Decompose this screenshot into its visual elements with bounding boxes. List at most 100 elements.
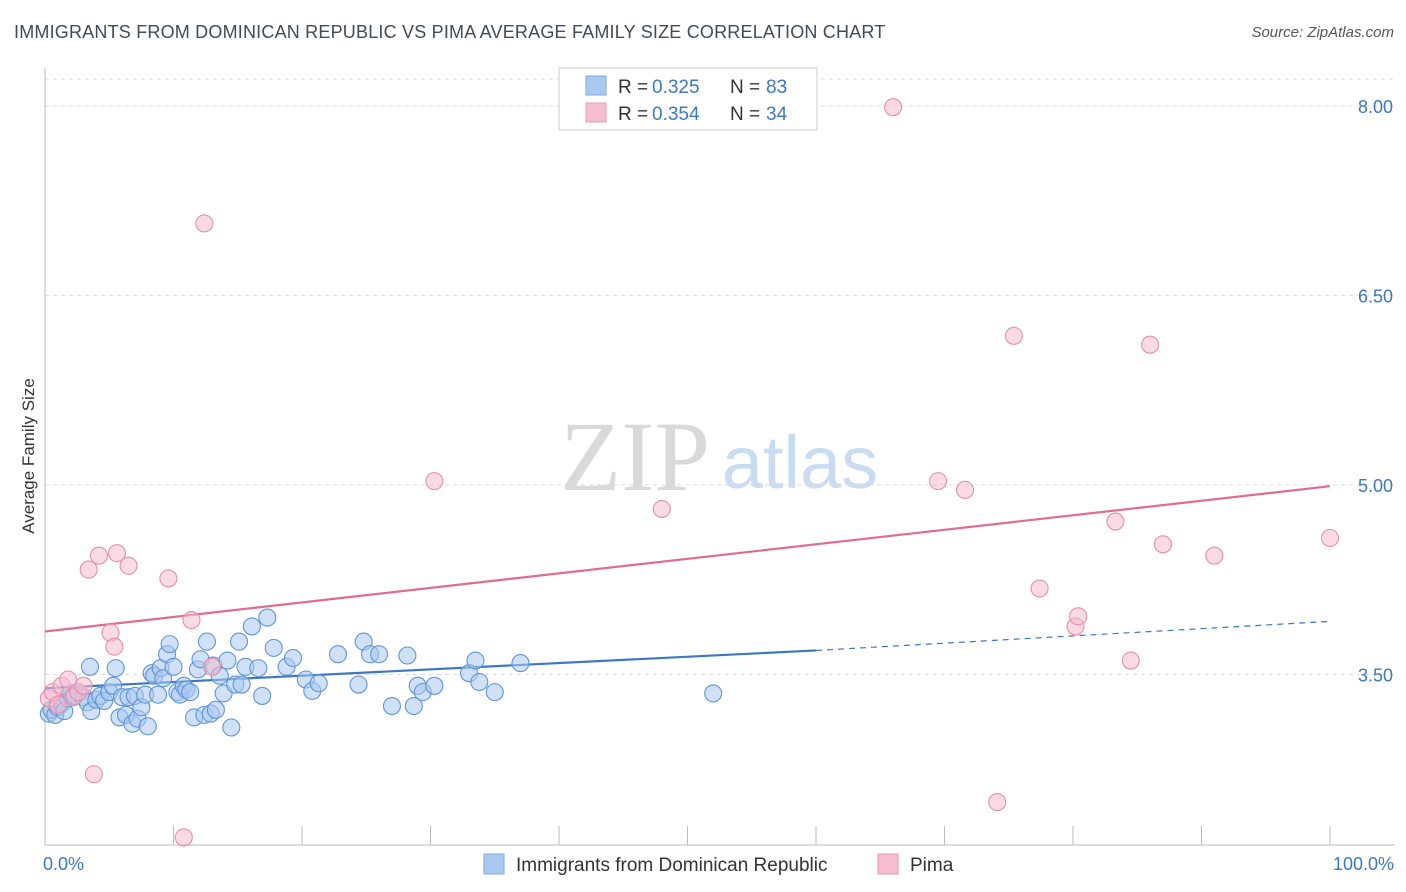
point-blue-75 xyxy=(398,646,417,665)
point-blue-70 xyxy=(349,675,368,694)
point-pink-17 xyxy=(182,611,201,630)
chart-title: IMMIGRANTS FROM DOMINICAN REPUBLIC VS PI… xyxy=(14,22,886,42)
point-blue-73 xyxy=(370,645,389,664)
point-blue-84 xyxy=(511,654,530,673)
point-pink-34 xyxy=(1205,546,1224,565)
source-label: Source: ZipAtlas.com xyxy=(1251,24,1394,41)
point-pink-32 xyxy=(1141,335,1160,354)
point-pink-10 xyxy=(89,546,109,565)
point-pink-35 xyxy=(1320,528,1340,548)
bottom-legend-label-pink[interactable]: Pima xyxy=(910,855,954,876)
point-pink-4 xyxy=(59,670,78,689)
point-blue-53 xyxy=(218,651,237,670)
point-blue-47 xyxy=(197,632,216,651)
y-tick-label-0: 3.50 xyxy=(1358,665,1393,685)
bottom-legend: Immigrants from Dominican Republic Pima xyxy=(483,853,954,876)
point-blue-65 xyxy=(283,648,303,668)
point-blue-79 xyxy=(425,676,444,695)
point-pink-24 xyxy=(956,480,975,500)
point-pink-29 xyxy=(1069,607,1088,626)
x-tick-label-1: 100.0% xyxy=(1333,854,1394,874)
point-pink-19 xyxy=(203,657,222,676)
point-pink-25 xyxy=(988,792,1007,812)
point-blue-50 xyxy=(206,700,225,719)
point-blue-76 xyxy=(404,696,423,716)
y-tick-label-1: 5.00 xyxy=(1358,476,1393,496)
point-blue-54 xyxy=(222,718,241,737)
point-pink-2 xyxy=(48,695,67,714)
point-pink-21 xyxy=(652,499,671,518)
bottom-legend-swatch-blue[interactable] xyxy=(483,853,505,875)
point-pink-9 xyxy=(84,765,103,784)
legend-r-value-1: 0.354 xyxy=(652,104,700,125)
point-blue-68 xyxy=(309,674,328,693)
point-pink-16 xyxy=(174,828,193,847)
legend-n-label-0: N = xyxy=(730,77,760,98)
point-blue-81 xyxy=(466,651,485,670)
grid-lines xyxy=(45,78,1395,675)
point-pink-15 xyxy=(159,569,178,588)
point-blue-69 xyxy=(328,645,348,664)
point-pink-7 xyxy=(74,676,93,695)
x-tick-label-0: 0.0% xyxy=(43,854,84,874)
point-blue-32 xyxy=(149,685,168,704)
top-legend: R = 0.325 N = 83 R = 0.354 N = 34 xyxy=(558,67,818,131)
point-blue-34 xyxy=(154,669,173,688)
trend-line-pink xyxy=(44,485,1331,633)
point-blue-59 xyxy=(242,617,261,636)
y-tick-labels: 3.50 5.00 6.50 8.00 xyxy=(1358,97,1393,686)
point-blue-63 xyxy=(264,638,283,657)
point-pink-31 xyxy=(1121,651,1140,670)
point-blue-74 xyxy=(382,696,402,716)
legend-r-label-0: R = xyxy=(618,77,648,98)
point-pink-13 xyxy=(105,637,124,656)
point-pink-23 xyxy=(929,472,948,491)
legend-swatch-blue xyxy=(585,75,607,96)
point-blue-62 xyxy=(258,608,277,627)
point-blue-83 xyxy=(485,683,504,702)
point-pink-18 xyxy=(195,214,214,233)
bottom-legend-swatch-pink[interactable] xyxy=(877,853,899,875)
scatter-points xyxy=(39,98,1340,847)
x-ticks xyxy=(44,826,1331,845)
trend-line-blue-extension xyxy=(815,620,1331,652)
point-pink-8 xyxy=(79,560,98,579)
point-blue-29 xyxy=(138,717,157,736)
trend-line-blue xyxy=(44,649,817,690)
point-blue-61 xyxy=(253,686,272,705)
point-blue-82 xyxy=(470,672,489,692)
trend-lines xyxy=(44,485,1331,690)
point-pink-14 xyxy=(119,556,138,575)
watermark-zip: ZIP xyxy=(560,401,710,512)
bottom-legend-label-blue[interactable]: Immigrants from Dominican Republic xyxy=(516,855,828,876)
point-pink-22 xyxy=(884,98,903,117)
watermark-atlas: atlas xyxy=(722,421,878,504)
point-blue-36 xyxy=(160,635,179,654)
point-pink-33 xyxy=(1153,535,1172,554)
point-blue-37 xyxy=(164,657,183,676)
point-pink-27 xyxy=(1030,579,1049,598)
point-blue-57 xyxy=(232,675,251,694)
point-blue-12 xyxy=(80,657,100,676)
legend-n-label-1: N = xyxy=(730,104,760,125)
legend-n-value-0: 83 xyxy=(766,77,787,98)
point-blue-56 xyxy=(229,632,249,651)
point-blue-19 xyxy=(106,659,125,678)
point-pink-12 xyxy=(107,544,127,563)
point-blue-85 xyxy=(704,684,723,703)
point-blue-42 xyxy=(181,683,200,702)
y-tick-label-3: 8.00 xyxy=(1358,97,1393,117)
axes xyxy=(44,68,1395,846)
legend-swatch-pink xyxy=(585,102,607,123)
point-pink-26 xyxy=(1004,326,1023,345)
y-tick-label-2: 6.50 xyxy=(1358,286,1393,306)
point-pink-30 xyxy=(1106,512,1125,531)
point-blue-60 xyxy=(249,659,268,678)
point-pink-20 xyxy=(425,472,444,491)
legend-r-label-1: R = xyxy=(618,104,648,125)
legend-n-value-1: 34 xyxy=(766,104,788,125)
legend-r-value-0: 0.325 xyxy=(652,77,700,98)
y-axis-label: Average Family Size xyxy=(19,378,38,534)
watermark: ZIP atlas xyxy=(560,401,878,512)
